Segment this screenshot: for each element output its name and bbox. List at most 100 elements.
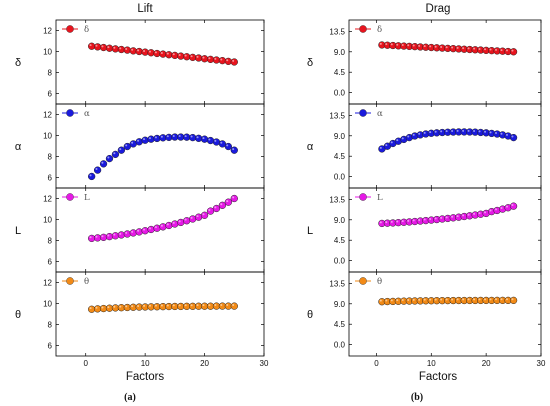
data-point-highlight [412, 133, 415, 136]
y-tick-label: 9.0 [334, 48, 346, 57]
y-axis-label: δ [15, 57, 21, 69]
data-point-highlight [214, 139, 217, 142]
y-tick-label: 0.0 [334, 341, 346, 350]
data-point-highlight [379, 146, 382, 149]
data-point [509, 133, 518, 142]
data-point-highlight [511, 135, 514, 138]
data-point-highlight [196, 136, 199, 139]
data-point-highlight [101, 161, 104, 164]
data-point-highlight [178, 304, 181, 307]
legend-marker [359, 193, 367, 201]
legend-label: δ [84, 25, 89, 35]
y-tick-label: 9.0 [334, 300, 346, 309]
data-point-highlight [154, 226, 157, 229]
y-tick-label: 6 [48, 342, 53, 351]
data-point-highlight [429, 298, 432, 301]
y-axis-label: L [307, 225, 313, 237]
data-point-highlight [434, 130, 437, 133]
data-point [105, 154, 114, 163]
data-point [135, 138, 143, 146]
data-point-highlight [451, 129, 454, 132]
data-point-highlight [500, 49, 503, 52]
data-point-highlight [440, 46, 443, 49]
data-point-highlight [113, 152, 116, 155]
y-axis-label: θ [307, 309, 313, 321]
data-point-highlight [202, 56, 205, 59]
data-point-highlight [154, 51, 157, 54]
data-point-highlight [500, 132, 503, 135]
data-point-highlight [467, 47, 470, 50]
data-point-highlight [143, 50, 146, 53]
data-point [88, 172, 96, 181]
data-point-highlight [148, 227, 151, 230]
data-point-highlight [214, 206, 217, 209]
y-tick-label: 12 [43, 195, 52, 204]
data-point-highlight [160, 135, 163, 138]
data-point-highlight [226, 59, 229, 62]
y-tick-label: 8 [48, 153, 53, 162]
data-point-highlight [440, 130, 443, 133]
data-point-highlight [125, 48, 128, 51]
y-tick-label: 13.5 [329, 111, 345, 120]
data-point-highlight [478, 130, 481, 133]
data-point-highlight [208, 138, 211, 141]
x-tick-label: 0 [83, 359, 88, 368]
data-point-highlight [131, 48, 134, 51]
panel-0-3: 6 8 10 12 θ θ [15, 271, 265, 357]
data-point [153, 224, 161, 232]
data-point-highlight [484, 211, 487, 214]
data-point-highlight [148, 304, 151, 307]
x-tick-label: 10 [427, 359, 436, 368]
data-point-highlight [89, 307, 92, 310]
data-point-highlight [137, 229, 140, 232]
legend-marker [359, 109, 367, 117]
y-tick-label: 6 [48, 90, 53, 99]
data-point-highlight [172, 221, 175, 224]
data-point-highlight [148, 50, 151, 53]
data-point [147, 225, 155, 234]
data-point-highlight [113, 46, 116, 49]
y-tick-label: 10 [43, 48, 52, 57]
legend-label: δ [377, 25, 382, 35]
data-point-highlight [429, 218, 432, 221]
data-point-highlight [119, 305, 122, 308]
panel-1-2: 0.0 4.5 9.0 13.5 L L [307, 187, 542, 273]
data-point-highlight [473, 47, 476, 50]
data-point-highlight [131, 141, 134, 144]
data-point-highlight [107, 234, 110, 237]
data-point-highlight [500, 207, 503, 210]
data-point [230, 194, 238, 203]
data-point-highlight [478, 298, 481, 301]
legend-marker [66, 25, 74, 33]
data-point-highlight [434, 45, 437, 48]
legend-marker [66, 109, 74, 117]
data-point [93, 166, 102, 174]
data-point-highlight [196, 304, 199, 307]
data-point-highlight [119, 148, 122, 151]
y-axis-label: δ [307, 57, 313, 69]
data-point-highlight [95, 168, 98, 171]
data-point-highlight [451, 46, 454, 49]
data-point-highlight [495, 208, 498, 211]
data-point-highlight [125, 305, 128, 308]
y-tick-label: 4.5 [334, 236, 346, 245]
y-tick-label: 0.0 [334, 173, 346, 182]
data-point-highlight [418, 132, 421, 135]
data-point [224, 142, 232, 151]
data-point-highlight [113, 233, 116, 236]
y-axis-label: L [15, 225, 21, 237]
data-point-highlight [232, 59, 235, 62]
y-tick-label: 10 [43, 216, 52, 225]
data-point-highlight [379, 221, 382, 224]
data-point-highlight [500, 298, 503, 301]
data-point-highlight [401, 220, 404, 223]
data-point-highlight [208, 304, 211, 307]
data-point-highlight [379, 42, 382, 45]
data-point-highlight [137, 49, 140, 52]
y-tick-label: 13.5 [329, 27, 345, 36]
data-point-highlight [456, 46, 459, 49]
data-point-highlight [178, 134, 181, 137]
data-point-highlight [396, 299, 399, 302]
data-point [159, 223, 167, 231]
data-point-highlight [125, 144, 128, 147]
